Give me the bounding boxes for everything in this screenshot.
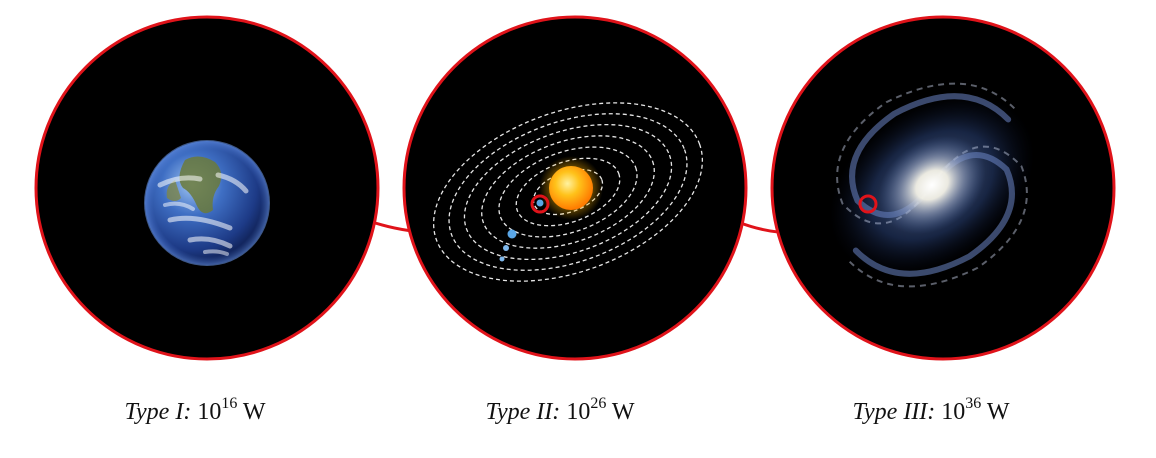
highlight-marker-solar-system [858, 194, 878, 214]
caption-exponent: 16 [221, 395, 238, 412]
solar-system-icon [432, 102, 704, 282]
galaxy-icon [829, 82, 1035, 288]
highlight-marker-earth [530, 194, 550, 214]
caption-type-1: Type I: 1016 W [95, 395, 295, 425]
caption-unit: W [611, 399, 635, 425]
planet-icon [536, 199, 544, 207]
caption-type-2: Type II: 1026 W [460, 395, 660, 425]
caption-base: 10 [197, 399, 222, 425]
planet-icon [507, 229, 517, 239]
caption-unit: W [986, 399, 1010, 425]
caption-label: Type II: [485, 399, 561, 425]
caption-exponent: 26 [590, 395, 607, 412]
planet-icon [503, 245, 509, 251]
caption-base: 10 [566, 399, 591, 425]
caption-label: Type I: [124, 399, 192, 425]
panel-type-3 [770, 15, 1116, 361]
caption-unit: W [242, 399, 266, 425]
panel-type-1 [34, 15, 380, 361]
caption-exponent: 36 [965, 395, 982, 412]
planet-icon [499, 256, 505, 262]
caption-type-3: Type III: 1036 W [826, 395, 1036, 425]
caption-label: Type III: [852, 399, 936, 425]
sun-icon [549, 166, 593, 210]
panel-type-2 [402, 15, 748, 361]
caption-base: 10 [941, 399, 966, 425]
earth-icon [144, 140, 270, 266]
